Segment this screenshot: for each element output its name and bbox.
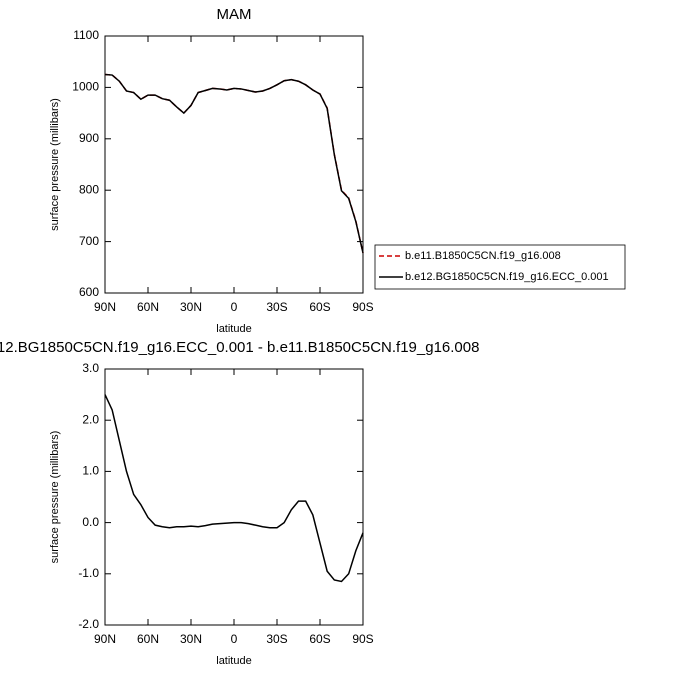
y-tick-label: -2.0 [78,617,99,631]
legend-text: b.e12.BG1850C5CN.f19_g16.ECC_0.001 [405,271,609,283]
x-tick-label: 60N [137,300,159,314]
x-tick-label: 60S [309,300,330,314]
x-tick-label: 60N [137,632,159,646]
y-tick-label: 0.0 [82,515,99,529]
x-tick-label: 30N [180,632,202,646]
y-tick-label: 700 [79,234,99,248]
plot-frame [104,368,364,626]
x-tick-label: 30S [266,300,287,314]
x-tick-label: 90N [94,300,116,314]
y-tick-label: 1000 [72,80,99,94]
y-tick-label: 1100 [73,28,99,42]
legend-box [374,244,626,290]
series-line [104,394,364,583]
y-tick-label: 1.0 [82,464,99,478]
y-tick-label: 600 [79,285,99,299]
series-line [104,73,364,254]
x-tick-label: 30S [266,632,287,646]
y-axis-label: surface pressure (millibars) [49,98,61,231]
y-tick-label: 900 [79,131,99,145]
chart-title: MAM [217,6,252,23]
y-tick-label: 800 [79,182,99,196]
x-tick-label: 90S [352,632,373,646]
y-tick-label: 3.0 [82,361,99,375]
x-tick-label: 0 [231,300,238,314]
x-tick-label: 0 [231,632,238,646]
y-tick-label: 2.0 [82,412,99,426]
y-axis-label: surface pressure (millibars) [49,431,61,564]
x-axis-label: latitude [216,655,251,667]
legend-text: b.e11.B1850C5CN.f19_g16.008 [405,250,561,262]
x-tick-label: 60S [309,632,330,646]
x-tick-label: 90N [94,632,116,646]
y-tick-label: -1.0 [78,566,99,580]
x-tick-label: 30N [180,300,202,314]
x-tick-label: 90S [352,300,373,314]
chart-title: e12.BG1850C5CN.f19_g16.ECC_0.001 - b.e11… [0,339,479,356]
plot-frame [104,35,364,294]
x-axis-label: latitude [216,323,251,335]
